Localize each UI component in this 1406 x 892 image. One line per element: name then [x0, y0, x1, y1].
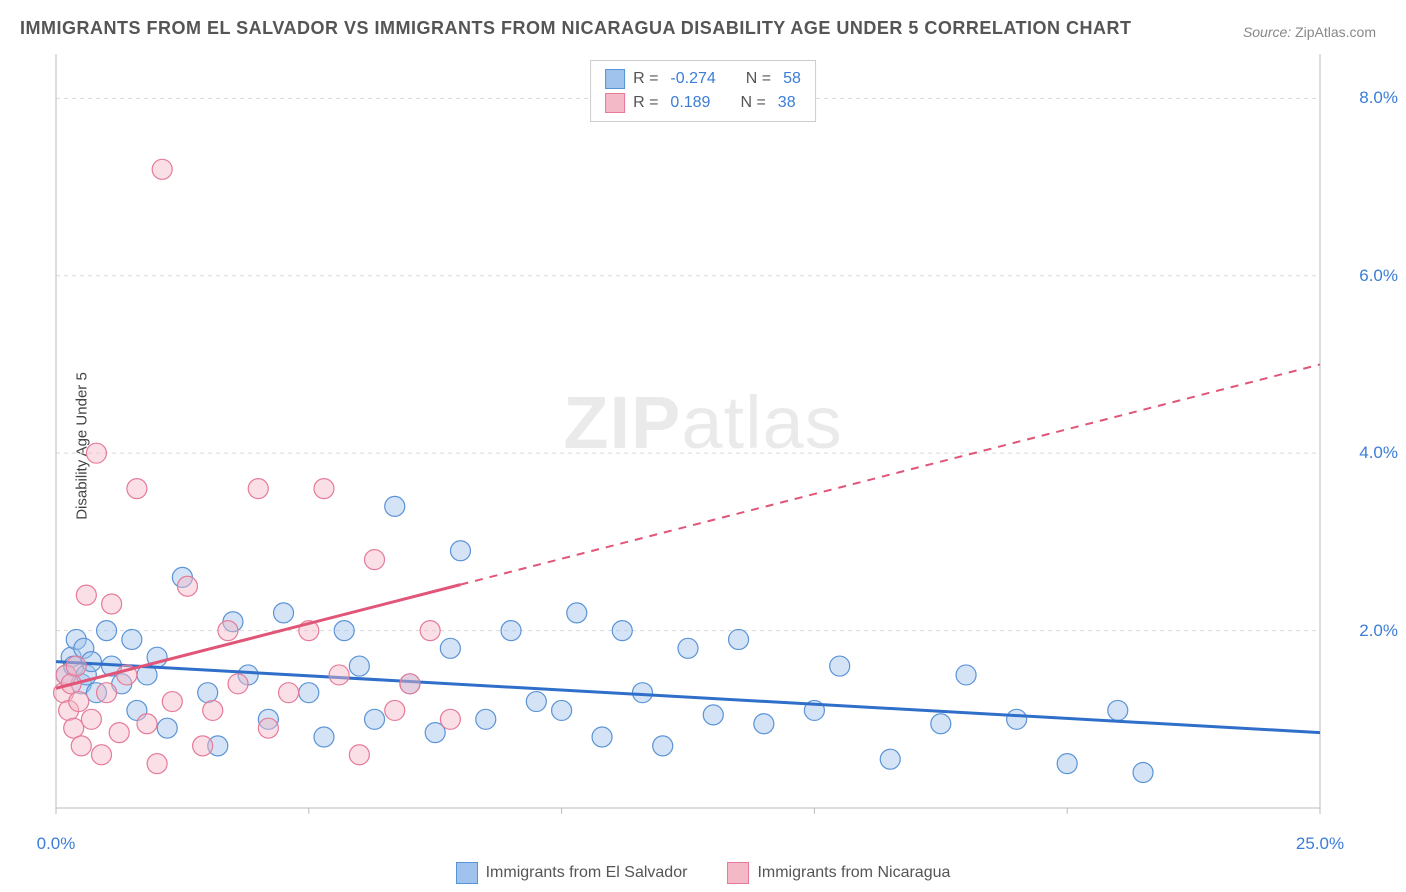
- legend-swatch-pink: [727, 862, 749, 884]
- legend-swatch-blue: [456, 862, 478, 884]
- chart-area: [50, 48, 1380, 838]
- legend-swatch-blue: [605, 69, 625, 89]
- chart-title: IMMIGRANTS FROM EL SALVADOR VS IMMIGRANT…: [20, 18, 1132, 39]
- r-label: R =: [633, 67, 658, 91]
- r-value: 0.189: [670, 91, 710, 115]
- y-tick-label: 2.0%: [1359, 621, 1398, 641]
- legend-item: Immigrants from El Salvador: [456, 862, 688, 884]
- legend-row: R = -0.274 N = 58: [605, 67, 801, 91]
- y-tick-label: 8.0%: [1359, 88, 1398, 108]
- n-value: 58: [783, 67, 801, 91]
- chart-svg: [50, 48, 1380, 838]
- x-tick-label: 0.0%: [37, 834, 76, 854]
- legend-label: Immigrants from El Salvador: [486, 864, 688, 882]
- r-value: -0.274: [670, 67, 715, 91]
- r-label: R =: [633, 91, 658, 115]
- legend-item: Immigrants from Nicaragua: [727, 862, 950, 884]
- n-label: N =: [746, 67, 771, 91]
- legend-row: R = 0.189 N = 38: [605, 91, 801, 115]
- legend-label: Immigrants from Nicaragua: [757, 864, 950, 882]
- n-label: N =: [740, 91, 765, 115]
- correlation-legend: R = -0.274 N = 58 R = 0.189 N = 38: [590, 60, 816, 122]
- y-tick-label: 4.0%: [1359, 443, 1398, 463]
- source-attribution: Source: ZipAtlas.com: [1243, 24, 1376, 40]
- y-tick-label: 6.0%: [1359, 266, 1398, 286]
- source-label: Source:: [1243, 24, 1291, 40]
- source-value: ZipAtlas.com: [1295, 24, 1376, 40]
- series-legend: Immigrants from El Salvador Immigrants f…: [0, 862, 1406, 884]
- legend-swatch-pink: [605, 93, 625, 113]
- x-tick-label: 25.0%: [1296, 834, 1344, 854]
- n-value: 38: [778, 91, 796, 115]
